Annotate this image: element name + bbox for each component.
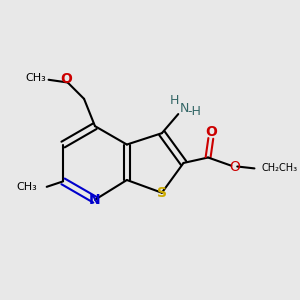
- Text: O: O: [205, 124, 217, 139]
- Text: N: N: [180, 102, 189, 115]
- Text: O: O: [60, 72, 72, 86]
- Text: N: N: [89, 193, 101, 207]
- Text: CH₂CH₃: CH₂CH₃: [261, 164, 297, 173]
- Text: H: H: [169, 94, 179, 107]
- Text: S: S: [157, 186, 167, 200]
- Text: O: O: [229, 160, 240, 174]
- Text: CH₃: CH₃: [25, 74, 46, 83]
- Text: -H: -H: [187, 105, 201, 118]
- Text: CH₃: CH₃: [16, 182, 37, 192]
